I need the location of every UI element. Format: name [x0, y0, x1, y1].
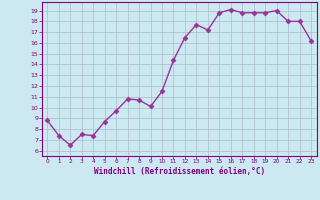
X-axis label: Windchill (Refroidissement éolien,°C): Windchill (Refroidissement éolien,°C) [94, 167, 265, 176]
